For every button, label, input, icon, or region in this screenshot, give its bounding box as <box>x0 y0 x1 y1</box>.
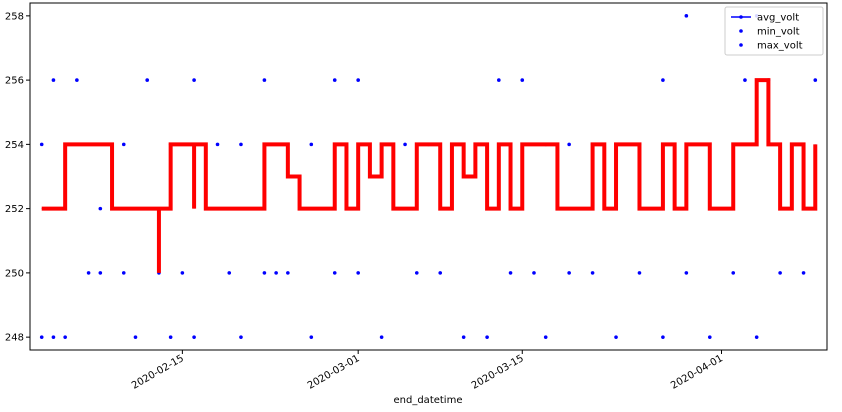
min_volt-point-23 <box>485 335 489 339</box>
x-tick-label-2: 2020-03-15 <box>470 353 526 392</box>
y-tick-label-0: 248 <box>5 333 24 344</box>
x-tick-label-1: 2020-03-01 <box>306 353 362 392</box>
y-tick-label-1: 250 <box>5 268 24 279</box>
max_volt-point-23 <box>567 142 571 147</box>
min_volt-point-34 <box>731 271 736 275</box>
legend-swatch-marker-2 <box>739 43 743 47</box>
max_volt-point-27 <box>661 78 665 82</box>
max_volt-point-3 <box>98 206 103 211</box>
legend-label-1: min_volt <box>757 27 800 38</box>
legend-swatch-marker-1 <box>739 29 743 33</box>
legend-entry-1: min_volt <box>739 27 800 38</box>
max_volt-point-7 <box>192 78 196 82</box>
max_volt-point-12 <box>309 142 314 147</box>
max_volt-point-4 <box>121 142 126 147</box>
min_volt-point-35 <box>754 335 759 339</box>
min_volt-point-26 <box>543 335 548 339</box>
min_volt-point-31 <box>661 335 665 339</box>
max_volt-point-35 <box>813 78 818 82</box>
min_volt-point-14 <box>274 271 278 275</box>
max_volt-point-0 <box>39 142 44 147</box>
max_volt-point-10 <box>262 78 267 82</box>
legend: avg_volt min_volt max_volt <box>724 6 824 56</box>
min_volt-point-20 <box>414 271 419 275</box>
min_volt-point-12 <box>239 335 243 339</box>
min_volt-point-28 <box>590 271 595 275</box>
min_volt-point-8 <box>168 335 173 339</box>
y-tick-label-5: 258 <box>5 11 24 22</box>
min_volt-point-15 <box>286 271 290 275</box>
min_volt-point-24 <box>508 271 513 275</box>
max_volt-point-20 <box>497 78 501 82</box>
min_volt-point-37 <box>801 271 806 275</box>
max_volt-point-21 <box>520 78 525 82</box>
min_volt-point-6 <box>133 335 138 339</box>
series-layer <box>39 14 818 339</box>
legend-label-2: max_volt <box>757 41 803 52</box>
x-tick-label-0: 2020-02-15 <box>130 353 186 392</box>
max_volt-point-9 <box>239 142 243 147</box>
min_volt-point-33 <box>707 335 712 339</box>
min_volt-point-17 <box>332 271 337 275</box>
min_volt-point-18 <box>356 271 360 275</box>
min_volt-point-4 <box>98 271 103 275</box>
min_volt-point-10 <box>192 335 196 339</box>
max_volt-point-28 <box>684 14 689 18</box>
min_volt-point-0 <box>39 335 44 339</box>
legend-entry-2: max_volt <box>739 41 803 52</box>
min_volt-point-3 <box>86 271 91 275</box>
min_volt-point-9 <box>180 271 185 275</box>
min_volt-point-21 <box>438 271 443 275</box>
legend-label-0: avg_volt <box>757 13 799 24</box>
min_volt-point-32 <box>684 271 689 275</box>
y-tick-label-2: 252 <box>5 204 24 215</box>
max_volt-point-16 <box>403 142 407 147</box>
max_volt-point-2 <box>75 78 79 82</box>
plot-area <box>29 2 828 351</box>
min_volt-point-1 <box>51 335 56 339</box>
x-axis-title: end_datetime <box>394 395 463 406</box>
max_volt-point-31 <box>743 78 747 82</box>
min_volt-point-19 <box>379 335 384 339</box>
min_volt-point-13 <box>262 271 267 275</box>
min_volt-point-22 <box>461 335 466 339</box>
max_volt-point-8 <box>215 142 220 147</box>
min_volt-point-30 <box>637 271 642 275</box>
y-tick-label-4: 256 <box>5 76 24 87</box>
y-tick-label-3: 254 <box>5 140 24 151</box>
min_volt-point-25 <box>532 271 536 275</box>
max_volt-point-5 <box>145 78 150 82</box>
max_volt-point-14 <box>356 78 360 82</box>
min_volt-point-29 <box>614 335 618 339</box>
max_volt-point-1 <box>51 78 56 82</box>
legend-box <box>724 6 824 56</box>
x-tick-label-3: 2020-04-01 <box>669 353 725 392</box>
avg_volt-line <box>41 78 818 273</box>
max_volt-point-13 <box>332 78 337 82</box>
min_volt-point-11 <box>227 271 232 275</box>
min_volt-point-2 <box>63 335 67 339</box>
legend-swatch-marker-0 <box>739 15 743 19</box>
min_volt-point-27 <box>567 271 571 275</box>
min_volt-point-36 <box>778 271 782 275</box>
min_volt-point-5 <box>121 271 126 275</box>
legend-entry-0: avg_volt <box>731 13 799 24</box>
min_volt-point-16 <box>309 335 314 339</box>
